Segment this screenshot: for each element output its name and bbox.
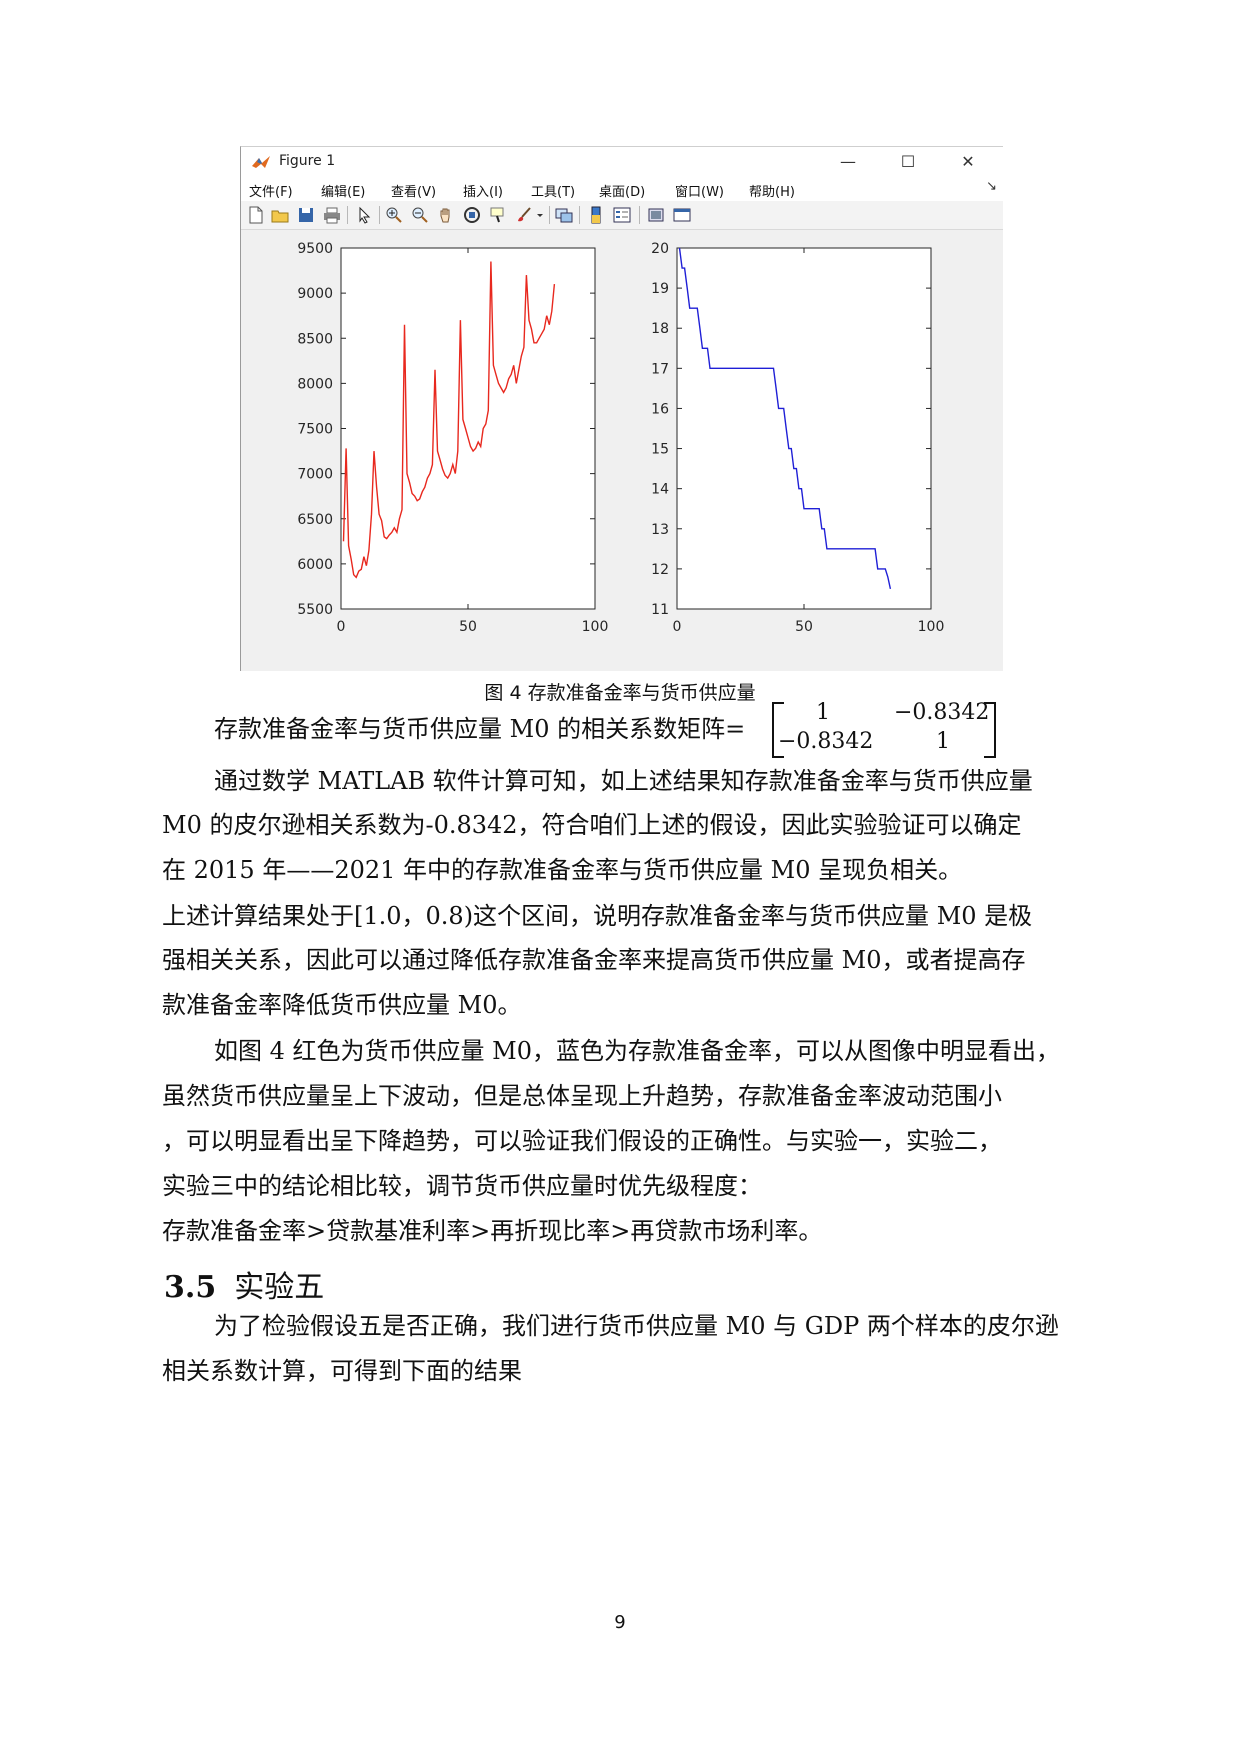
y-tick-label: 15 <box>651 442 669 458</box>
menu-help[interactable]: 帮助(H) <box>749 185 795 200</box>
paragraph-line: 强相关关系，因此可以通过降低存款准备金率来提高货币供应量 M0，或者提高存 <box>162 946 1026 974</box>
window-titlebar: Figure 1 — ☐ ✕ <box>241 147 1003 177</box>
x-tick-label: 100 <box>918 619 945 635</box>
series-line-1 <box>342 261 556 579</box>
link-plot-icon[interactable] <box>555 206 573 224</box>
y-tick-label: 7000 <box>297 467 333 483</box>
paragraph-line: 实验三中的结论相比较，调节货币供应量时优先级程度： <box>162 1172 762 1200</box>
toolbar-separator <box>639 206 640 224</box>
y-tick-label: 6000 <box>297 557 333 573</box>
menu-view[interactable]: 查看(V) <box>391 185 437 200</box>
close-button[interactable]: ✕ <box>961 152 975 171</box>
menu-window[interactable]: 窗口(W) <box>675 185 724 200</box>
plot-canvas: 5500 6000 6500 7000 7500 8000 8500 9000 9500 0 50 1… <box>297 241 945 635</box>
y-tick-label: 16 <box>651 401 669 417</box>
matlab-figure-window: Figure 1 — ☐ ✕ 文件(F) 编辑(E) 查看(V) 插入(I) 工… <box>240 146 1003 671</box>
x-tick-label: 50 <box>459 619 477 635</box>
plot-area: 5500 6000 6500 7000 7500 8000 8500 9000 9500 0 50 1… <box>241 230 1003 671</box>
save-icon[interactable] <box>297 206 315 224</box>
colorbar-icon[interactable] <box>587 206 605 224</box>
figure-caption: 图 4 存款准备金率与货币供应量 <box>484 682 756 704</box>
matlab-logo-icon <box>252 156 270 168</box>
new-figure-icon[interactable] <box>247 206 265 224</box>
maximize-button[interactable]: ☐ <box>900 152 916 171</box>
figure-toolbar <box>241 201 1003 230</box>
y-tick-label: 14 <box>651 482 669 498</box>
y-tick-label: 11 <box>651 602 669 618</box>
paragraph-line: ，可以明显看出呈下降趋势，可以验证我们假设的正确性。与实验一，实验二， <box>162 1127 1002 1155</box>
y-tick-label: 9000 <box>297 286 333 302</box>
brush-icon[interactable] <box>515 206 533 224</box>
zoom-in-icon[interactable] <box>385 206 403 224</box>
edit-plot-arrow-icon[interactable] <box>355 206 373 224</box>
y-tick-label: 8000 <box>297 376 333 392</box>
paragraph-line: 上述计算结果处于[1.0，0.8)这个区间，说明存款准备金率与货币供应量 M0 … <box>162 902 1033 930</box>
paragraph-line: 存款准备金率>贷款基准利率>再折现比率>再贷款市场利率。 <box>162 1217 823 1245</box>
y-tick-label: 5500 <box>297 602 333 618</box>
paragraph-line: 通过数学 MATLAB 软件计算可知，如上述结果知存款准备金率与货币供应量 <box>214 767 1033 795</box>
section-paragraph-line: 为了检验假设五是否正确，我们进行货币供应量 M0 与 GDP 两个样本的皮尔逊 <box>214 1312 1059 1340</box>
menu-file[interactable]: 文件(F) <box>249 185 293 200</box>
toolbar-separator <box>549 206 550 224</box>
data-cursor-icon[interactable] <box>489 206 507 224</box>
section-number: 3.5 <box>164 1270 217 1305</box>
correlation-matrix: 1 −0.8342 −0.8342 1 <box>770 700 998 758</box>
menu-desktop[interactable]: 桌面(D) <box>599 185 646 200</box>
y-tick-label: 13 <box>651 522 669 538</box>
toolbar-separator <box>347 206 348 224</box>
y-tick-label: 19 <box>651 281 669 297</box>
axes-box-2 <box>676 247 932 610</box>
minimize-button[interactable]: — <box>840 152 856 171</box>
matrix-cell-1-1: 1 <box>816 700 830 725</box>
axes-box-1 <box>340 247 596 610</box>
section-paragraph-line: 相关系数计算，可得到下面的结果 <box>162 1357 522 1385</box>
matrix-cell-2-2: 1 <box>936 729 950 754</box>
window-title: Figure 1 <box>279 153 336 169</box>
y-tick-label: 8500 <box>297 331 333 347</box>
matrix-left-bracket <box>772 702 784 758</box>
open-file-icon[interactable] <box>271 206 289 224</box>
x-tick-label: 0 <box>673 619 682 635</box>
dock-arrow-icon[interactable]: ↘ <box>986 179 997 194</box>
y-tick-label: 17 <box>651 361 669 377</box>
show-plot-tools-icon[interactable] <box>673 206 691 224</box>
legend-icon[interactable] <box>613 206 631 224</box>
zoom-out-icon[interactable] <box>411 206 429 224</box>
x-tick-label: 100 <box>582 619 609 635</box>
menu-bar: 文件(F) 编辑(E) 查看(V) 插入(I) 工具(T) 桌面(D) 窗口(W… <box>241 177 1003 201</box>
section-title: 实验五 <box>234 1270 325 1305</box>
x-tick-label: 0 <box>337 619 346 635</box>
section-heading: 3.5 实验五 <box>164 1262 324 1306</box>
y-tick-label: 6500 <box>297 512 333 528</box>
toolbar-separator <box>379 206 380 224</box>
paragraph-line: M0 的皮尔逊相关系数为-0.8342，符合咱们上述的假设，因此实验验证可以确定 <box>162 811 1022 839</box>
y-tick-label: 9500 <box>297 241 333 257</box>
toolbar-separator <box>579 206 580 224</box>
brush-dropdown-icon[interactable] <box>535 206 545 224</box>
paragraph-line: 在 2015 年——2021 年中的存款准备金率与货币供应量 M0 呈现负相关。 <box>162 856 963 884</box>
menu-tools[interactable]: 工具(T) <box>531 185 576 200</box>
matrix-cell-2-1: −0.8342 <box>778 729 874 754</box>
paragraph-line: 如图 4 红色为货币供应量 M0，蓝色为存款准备金率，可以从图像中明显看出， <box>214 1037 1060 1065</box>
y-tick-label: 18 <box>651 321 669 337</box>
x-tick-label: 50 <box>795 619 813 635</box>
matrix-cell-1-2: −0.8342 <box>894 700 990 725</box>
page-number: 9 <box>614 1612 626 1633</box>
paragraph-line: 虽然货币供应量呈上下波动，但是总体呈现上升趋势，存款准备金率波动范围小 <box>162 1082 1002 1110</box>
rotate-3d-icon[interactable] <box>463 206 481 224</box>
pan-hand-icon[interactable] <box>437 206 455 224</box>
matrix-right-bracket <box>984 702 996 758</box>
matrix-intro-text: 存款准备金率与货币供应量 M0 的相关系数矩阵= <box>214 715 746 743</box>
menu-edit[interactable]: 编辑(E) <box>321 185 366 200</box>
print-icon[interactable] <box>323 206 341 224</box>
y-tick-label: 20 <box>651 241 669 257</box>
y-tick-label: 7500 <box>297 422 333 438</box>
paragraph-line: 款准备金率降低货币供应量 M0。 <box>162 991 522 1019</box>
menu-insert[interactable]: 插入(I) <box>463 185 503 200</box>
y-tick-label: 12 <box>651 562 669 578</box>
hide-plot-tools-icon[interactable] <box>647 206 665 224</box>
series-line-2 <box>678 247 892 590</box>
